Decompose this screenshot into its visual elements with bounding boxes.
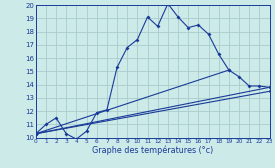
X-axis label: Graphe des températures (°c): Graphe des températures (°c)	[92, 145, 213, 155]
